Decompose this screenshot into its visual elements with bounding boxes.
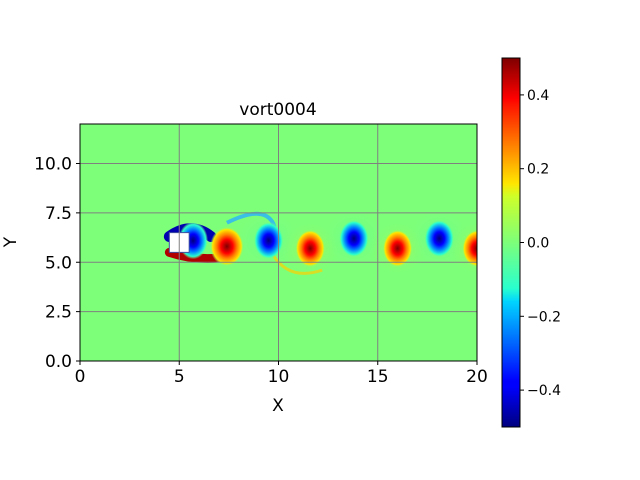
x-tick-label: 10 <box>268 367 290 387</box>
vortex-positive <box>295 229 326 268</box>
x-tick-label: 20 <box>466 367 488 387</box>
x-axis-label: X <box>272 396 284 416</box>
y-tick-label: 7.5 <box>45 204 72 224</box>
colorbar: −0.4 −0.2 0.0 0.2 0.4 <box>501 57 561 428</box>
chart-title: vort0004 <box>239 100 316 120</box>
x-axis: 0 5 10 15 20 <box>75 361 488 387</box>
colorbar-tick-label: 0.4 <box>527 88 549 104</box>
vortex-negative <box>253 221 284 260</box>
colorbar-gradient <box>501 57 521 428</box>
colorbar-tick-label: 0.0 <box>527 236 549 252</box>
y-axis-label: Y <box>1 236 21 248</box>
y-tick-label: 5.0 <box>45 253 72 273</box>
colorbar-tick-label: −0.4 <box>527 383 561 399</box>
colorbar-tick-label: −0.2 <box>527 309 561 325</box>
vorticity-field <box>163 208 477 279</box>
colorbar-tick-label: 0.2 <box>527 162 549 178</box>
vortex-negative <box>424 219 455 258</box>
x-tick-label: 0 <box>75 367 86 387</box>
vortex-negative <box>339 219 369 258</box>
y-axis: 0.0 2.5 5.0 7.5 10.0 <box>34 155 80 372</box>
vortex-positive <box>210 226 244 267</box>
vortex-positive <box>462 229 477 268</box>
vortex-positive <box>382 229 413 268</box>
y-tick-label: 0.0 <box>45 352 72 372</box>
y-tick-label: 2.5 <box>45 303 72 323</box>
colorbar-ticks: −0.4 −0.2 0.0 0.2 0.4 <box>520 88 561 399</box>
plot-area <box>79 123 478 362</box>
y-tick-label: 10.0 <box>34 155 72 175</box>
x-tick-label: 5 <box>174 367 185 387</box>
x-tick-label: 15 <box>367 367 389 387</box>
